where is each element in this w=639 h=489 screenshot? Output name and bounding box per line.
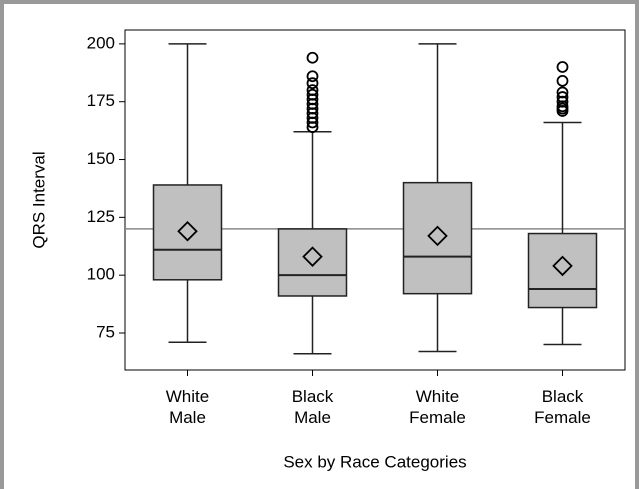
- y-tick-label: 75: [96, 322, 115, 341]
- y-tick-label: 200: [87, 33, 115, 52]
- mean: [552, 255, 573, 277]
- outlier: [556, 61, 569, 73]
- y-tick-label: 175: [87, 91, 115, 110]
- y-tick-label: 150: [87, 149, 115, 168]
- x-tick-label: White Male: [165, 387, 210, 427]
- x-tick-label: White Female: [409, 387, 466, 427]
- outlier: [556, 74, 569, 87]
- x-tick-label: Black Female: [534, 387, 591, 427]
- outlier: [556, 86, 569, 99]
- box: [402, 181, 473, 295]
- mean: [177, 220, 198, 242]
- outlier: [306, 84, 319, 97]
- y-tick-label: 125: [87, 207, 115, 226]
- box: [277, 228, 348, 297]
- outlier: [306, 77, 319, 90]
- box: [152, 184, 223, 281]
- outlier: [306, 51, 319, 64]
- box: [527, 232, 598, 309]
- outlier: [556, 91, 569, 103]
- x-tick-label: Black Male: [291, 387, 334, 427]
- plot-frame: [124, 29, 626, 371]
- x-axis-label: Sex by Race Categories: [283, 452, 466, 471]
- mean: [302, 246, 323, 267]
- outlier: [306, 88, 319, 101]
- y-tick-label: 100: [87, 265, 115, 284]
- outlier: [306, 70, 319, 83]
- y-axis-label: QRS Interval: [29, 151, 48, 248]
- mean: [427, 225, 448, 247]
